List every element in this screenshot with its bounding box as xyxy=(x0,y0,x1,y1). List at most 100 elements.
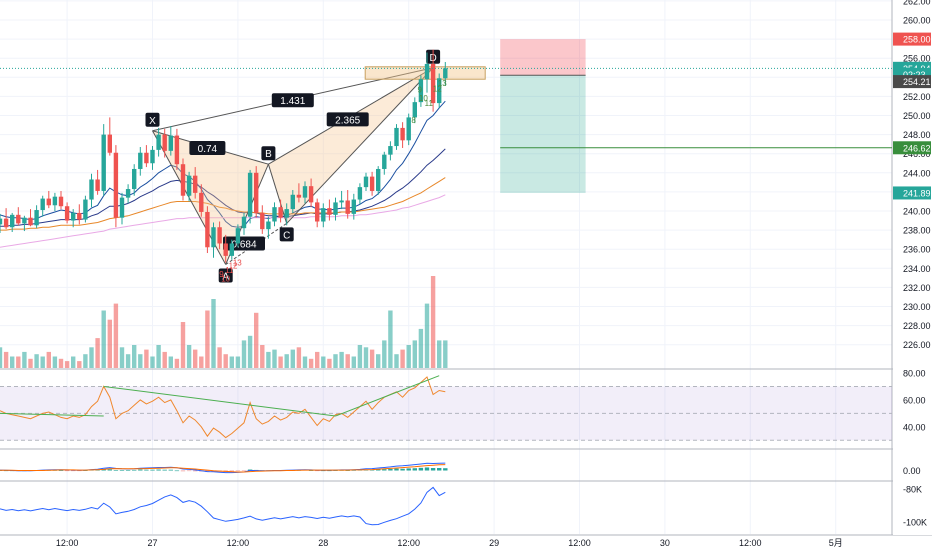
candle-body xyxy=(71,212,76,221)
macd-histogram-bar xyxy=(382,469,387,471)
volume-bar xyxy=(107,319,112,368)
pattern-leg-bc xyxy=(267,164,288,224)
volume-bar xyxy=(247,335,253,368)
rsi-tick-label: 80.00 xyxy=(903,369,926,379)
price-axis-tag-bg xyxy=(893,186,931,200)
macd-histogram-bar xyxy=(418,467,424,471)
macd-histogram-bar xyxy=(443,468,448,471)
td-count-label: 9 xyxy=(219,270,224,279)
macd-histogram-bar xyxy=(412,468,417,471)
volume-bar xyxy=(443,340,448,368)
candle-body xyxy=(28,217,33,226)
pattern-ratio-label-bg xyxy=(189,140,226,155)
candle-body xyxy=(119,197,125,218)
candle-body xyxy=(174,135,180,165)
volume-bar xyxy=(382,340,387,368)
price-axis-tag: 258.00 xyxy=(893,32,931,46)
pattern-ratio-label-bg xyxy=(271,93,314,108)
position-box[interactable] xyxy=(500,39,892,193)
volume-bar xyxy=(363,347,369,368)
candle-body xyxy=(77,212,82,220)
volume-bar xyxy=(22,351,27,368)
rsi-pane xyxy=(0,375,892,441)
volume-bar xyxy=(357,345,363,368)
candle-body xyxy=(400,127,405,141)
macd-histogram-bar xyxy=(162,469,167,471)
candle-body xyxy=(430,63,436,104)
pattern-point-c-bg xyxy=(279,227,294,242)
macd-histogram-bar xyxy=(71,470,76,472)
macd-histogram-bar xyxy=(58,470,64,471)
volume-bar xyxy=(95,338,100,368)
volume-bar xyxy=(424,303,430,368)
volume-bar xyxy=(290,349,295,368)
candle-body xyxy=(351,199,356,214)
volume-bar xyxy=(3,351,9,368)
volume-bar xyxy=(58,358,64,368)
candle-body xyxy=(101,134,106,191)
price-tick-label: 230.00 xyxy=(903,302,931,312)
candle-body xyxy=(394,127,399,147)
candle-body xyxy=(443,68,448,79)
candle-body xyxy=(302,186,308,198)
candle-body xyxy=(406,117,411,141)
price-axis-tag-text: 241.89 xyxy=(903,188,931,198)
macd-histogram-bar xyxy=(156,469,161,471)
volume-bar xyxy=(278,356,283,368)
rsi-line xyxy=(0,376,446,439)
volume-bar xyxy=(174,358,180,368)
time-tick-label: 30 xyxy=(660,538,670,548)
rsi-tick-label: 60.00 xyxy=(903,395,926,405)
volume-bars xyxy=(0,276,448,368)
price-tick-label: 228.00 xyxy=(903,321,931,331)
macd-histogram-bar xyxy=(430,468,436,471)
candle-body xyxy=(418,79,424,103)
price-tick-label: 244.00 xyxy=(903,168,931,178)
macd-histogram-bar xyxy=(235,470,241,472)
macd-histogram-bar xyxy=(144,469,149,471)
candle-body xyxy=(321,208,326,222)
td-count-label: 12 xyxy=(433,85,442,94)
volume-bar xyxy=(52,356,58,368)
moving-average-line xyxy=(0,194,446,248)
macd-histogram-bar xyxy=(308,470,314,471)
pattern-point-x-bg xyxy=(145,112,160,127)
rsi-divergence-line xyxy=(0,412,104,417)
candle-body xyxy=(156,134,161,150)
candle-body xyxy=(369,176,375,191)
rsi-divergence-line xyxy=(335,375,440,417)
volume-bar xyxy=(71,356,76,368)
macd-histogram-bar xyxy=(180,470,186,472)
candle-body xyxy=(10,214,15,228)
price-axis-tag: 246.62 xyxy=(893,141,931,155)
price-tick-label: 236.00 xyxy=(903,245,931,255)
candle-body xyxy=(138,152,143,169)
candle-body xyxy=(83,199,88,220)
macd-histogram-bar xyxy=(333,470,338,471)
td-count-label: 10 xyxy=(221,275,230,284)
volume-bar xyxy=(412,340,417,368)
candle-body xyxy=(211,227,216,248)
rsi-divergence-line xyxy=(103,385,336,417)
macd-histogram-bar xyxy=(150,469,155,471)
candle-body xyxy=(363,176,369,188)
pattern-ratio-label-text: 2.365 xyxy=(335,115,360,126)
candle-body xyxy=(132,168,137,190)
candle-body xyxy=(150,149,155,164)
volume-bar xyxy=(144,349,149,368)
candle-body xyxy=(278,207,283,218)
volume-bar xyxy=(400,349,405,368)
candle-body xyxy=(64,206,70,221)
td-count-label: 11 xyxy=(425,99,434,108)
volume-bar xyxy=(89,347,94,368)
time-tick-label: 12:00 xyxy=(397,538,420,548)
macd-histogram-bar xyxy=(168,469,173,471)
td-count-label: 13 xyxy=(233,258,242,267)
moving-average-line xyxy=(0,177,446,231)
macd-tick-label: 0.00 xyxy=(903,466,921,476)
macd-histogram-bar xyxy=(64,470,70,472)
price-axis-tag: 254.21 xyxy=(893,75,931,89)
candle-body xyxy=(327,208,332,215)
volume-bar xyxy=(315,351,320,368)
